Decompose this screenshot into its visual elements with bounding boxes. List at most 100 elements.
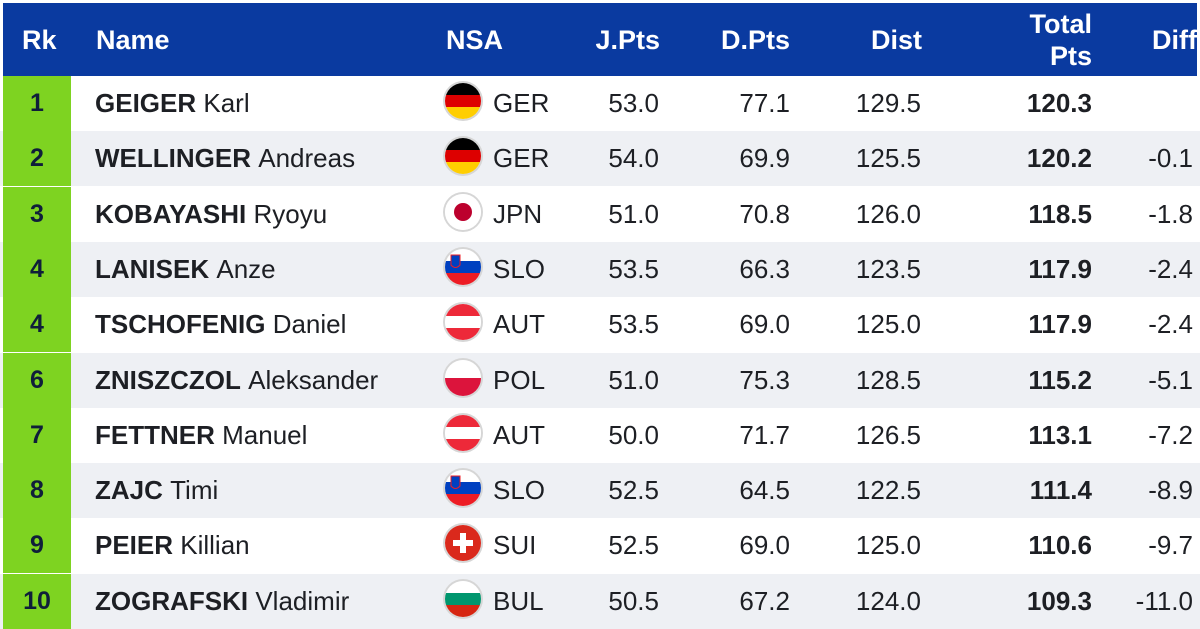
- header-name: Name: [96, 25, 170, 55]
- athlete-name[interactable]: FETTNER Manuel: [95, 408, 307, 463]
- nsa-code: SLO: [493, 475, 546, 506]
- table-row: 10 ZOGRAFSKI Vladimir BUL 50.5 67.2 124.…: [0, 573, 1200, 629]
- header-nsa: NSA: [446, 25, 504, 55]
- table-row: 9 PEIER Killian SUI 52.5 69.0 125.0 110.…: [0, 518, 1200, 574]
- header-total-pts: Pts: [1049, 41, 1092, 71]
- jpts-value: 51.0: [608, 198, 659, 229]
- last-name: ZNISZCZOL: [95, 364, 241, 395]
- dpts-value: 69.0: [739, 530, 790, 561]
- table-row: 7 FETTNER Manuel AUT 50.0 71.7 126.5 113…: [0, 407, 1200, 463]
- header-total: Total: [1029, 9, 1093, 39]
- nsa-code: AUT: [493, 419, 545, 450]
- first-name: Karl: [203, 88, 250, 118]
- germany-flag-icon: [445, 83, 481, 119]
- jpts-value: 52.5: [608, 530, 659, 561]
- athlete-name[interactable]: LANISEK Anze: [95, 242, 276, 297]
- jpts-value: 50.0: [608, 419, 659, 450]
- dpts-value: 77.1: [739, 88, 790, 118]
- nsa-code: SUI: [493, 530, 537, 561]
- diff-value: -2.4: [1148, 309, 1193, 340]
- diff-value: -11.0: [1135, 585, 1193, 616]
- athlete-name[interactable]: GEIGER Karl: [95, 76, 250, 131]
- dist-value: 125.0: [855, 530, 921, 561]
- dist-value: 125.0: [855, 309, 921, 340]
- nsa-code: POL: [493, 364, 546, 395]
- nsa-code: BUL: [493, 585, 544, 616]
- jpts-value: 51.0: [608, 364, 659, 395]
- dpts-value: 69.0: [739, 309, 790, 340]
- first-name: Ryoyu: [253, 198, 328, 229]
- diff-value: -9.7: [1148, 530, 1193, 561]
- dpts-value: 66.3: [739, 253, 790, 284]
- rank-cell: 1: [3, 76, 71, 131]
- dist-value: 124.0: [855, 585, 921, 616]
- first-name: Aleksander: [248, 364, 379, 395]
- jpts-value: 53.5: [608, 253, 659, 284]
- rank-cell: 4: [3, 297, 71, 353]
- header-dist: Dist: [870, 25, 922, 55]
- dpts-value: 64.5: [739, 475, 790, 506]
- rank-cell: 6: [3, 352, 71, 408]
- table-header: Rk Name NSA J.Pts D.Pts Dist Total Pts D…: [3, 3, 1197, 76]
- total-value: 118.5: [1028, 198, 1092, 229]
- diff-value: -5.1: [1148, 364, 1193, 395]
- diff-value: [1100, 76, 1193, 131]
- dist-value: 126.5: [855, 419, 921, 450]
- last-name: ZOGRAFSKI: [95, 585, 249, 616]
- athlete-name[interactable]: ZAJC Timi: [95, 463, 218, 518]
- jpts-value: 53.0: [608, 88, 659, 118]
- switzerland-flag-icon: [445, 525, 481, 562]
- nsa-code: GER: [493, 143, 550, 174]
- athlete-name[interactable]: WELLINGER Andreas: [95, 131, 355, 186]
- athlete-name[interactable]: KOBAYASHI Ryoyu: [95, 187, 327, 242]
- slovenia-flag-icon: [445, 470, 481, 507]
- jpts-value: 52.5: [608, 475, 659, 506]
- athlete-name[interactable]: TSCHOFENIG Daniel: [95, 297, 346, 352]
- rank-cell: 9: [3, 518, 71, 574]
- jpts-value: 54.0: [608, 143, 659, 174]
- austria-flag-icon: [445, 304, 481, 341]
- dist-value: 126.0: [855, 198, 921, 229]
- total-value: 115.2: [1028, 364, 1092, 395]
- dist-value: 129.5: [855, 88, 921, 118]
- rank-cell: 3: [3, 186, 71, 242]
- jpts-value: 50.5: [608, 585, 659, 616]
- total-value: 120.2: [1026, 143, 1092, 174]
- dist-value: 123.5: [855, 253, 921, 284]
- athlete-name[interactable]: ZNISZCZOL Aleksander: [95, 353, 378, 408]
- jpts-value: 53.5: [608, 309, 659, 340]
- nsa-code: GER: [493, 88, 550, 118]
- last-name: LANISEK: [95, 253, 210, 284]
- dist-value: 122.5: [855, 475, 921, 506]
- first-name: Timi: [170, 475, 219, 506]
- table-row: 4 TSCHOFENIG Daniel AUT 53.5 69.0 125.0 …: [0, 297, 1200, 353]
- rank-cell: 7: [3, 407, 71, 463]
- last-name: ZAJC: [95, 475, 163, 506]
- first-name: Anze: [216, 253, 276, 284]
- last-name: TSCHOFENIG: [95, 309, 266, 340]
- nsa-code: JPN: [493, 198, 543, 229]
- table-row: 1 GEIGER Karl GER 53.0 77.1 129.5 120.3: [0, 76, 1200, 131]
- header-jpts: J.Pts: [595, 25, 660, 55]
- diff-value: -1.8: [1148, 198, 1193, 229]
- rank-cell: 10: [3, 573, 71, 629]
- athlete-name[interactable]: PEIER Killian: [95, 518, 250, 573]
- poland-flag-icon: [445, 359, 481, 396]
- diff-value: -8.9: [1148, 475, 1193, 506]
- nsa-code: AUT: [493, 309, 545, 340]
- last-name: PEIER: [95, 530, 174, 561]
- header-rk: Rk: [22, 25, 57, 55]
- diff-value: -2.4: [1148, 253, 1193, 284]
- dpts-value: 70.8: [739, 198, 790, 229]
- rank-cell: 2: [3, 131, 71, 187]
- last-name: FETTNER: [95, 419, 215, 450]
- first-name: Vladimir: [255, 585, 350, 616]
- bulgaria-flag-icon: [445, 580, 481, 617]
- last-name: WELLINGER: [95, 143, 251, 174]
- athlete-name[interactable]: ZOGRAFSKI Vladimir: [95, 574, 349, 629]
- total-value: 109.3: [1026, 585, 1092, 616]
- nsa-code: SLO: [493, 253, 546, 284]
- rank-cell: 4: [3, 241, 71, 297]
- total-value: 120.3: [1026, 88, 1092, 118]
